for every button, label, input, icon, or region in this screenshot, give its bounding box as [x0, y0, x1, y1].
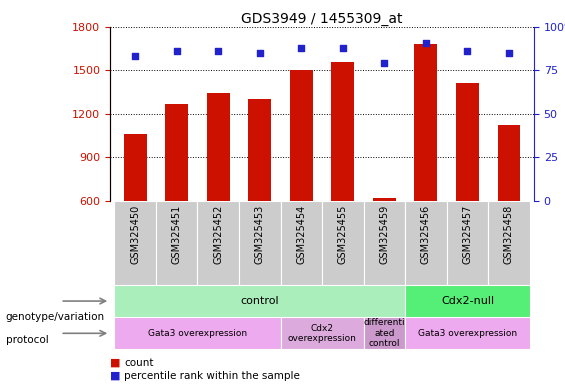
- Bar: [114, 317, 280, 349]
- Bar: [364, 200, 405, 285]
- Point: [463, 48, 472, 54]
- Bar: [488, 200, 530, 285]
- Bar: [114, 285, 405, 317]
- Text: protocol: protocol: [6, 335, 49, 345]
- Bar: [165, 104, 188, 200]
- Text: GSM325452: GSM325452: [213, 205, 223, 264]
- Text: Gata3 overexpression: Gata3 overexpression: [418, 329, 517, 338]
- Text: GSM325450: GSM325450: [130, 205, 140, 264]
- Text: GSM325454: GSM325454: [296, 205, 306, 264]
- Point: [255, 50, 264, 56]
- Text: GSM325458: GSM325458: [504, 205, 514, 264]
- Text: GSM325457: GSM325457: [463, 205, 472, 264]
- Bar: [332, 62, 354, 200]
- Point: [338, 45, 347, 51]
- Bar: [156, 200, 197, 285]
- Text: GSM325456: GSM325456: [421, 205, 431, 264]
- Text: Gata3 overexpression: Gata3 overexpression: [148, 329, 247, 338]
- Bar: [114, 200, 156, 285]
- Text: GSM325451: GSM325451: [172, 205, 181, 264]
- Text: control: control: [241, 296, 279, 306]
- Point: [131, 53, 140, 60]
- Bar: [364, 317, 405, 349]
- Point: [214, 48, 223, 54]
- Point: [505, 50, 514, 56]
- Bar: [207, 93, 229, 200]
- Bar: [197, 200, 239, 285]
- Point: [172, 48, 181, 54]
- Bar: [124, 134, 146, 200]
- Bar: [239, 200, 280, 285]
- Bar: [498, 125, 520, 200]
- Text: differenti
ated
control: differenti ated control: [363, 318, 405, 348]
- Text: GSM325453: GSM325453: [255, 205, 265, 264]
- Text: Cdx2
overexpression: Cdx2 overexpression: [288, 324, 357, 343]
- Bar: [447, 200, 488, 285]
- Bar: [290, 70, 312, 200]
- Bar: [405, 285, 530, 317]
- Text: GSM325455: GSM325455: [338, 205, 348, 264]
- Bar: [248, 99, 271, 200]
- Text: percentile rank within the sample: percentile rank within the sample: [124, 371, 300, 381]
- Bar: [456, 83, 479, 200]
- Text: genotype/variation: genotype/variation: [6, 312, 105, 322]
- Point: [421, 40, 431, 46]
- Point: [380, 60, 389, 66]
- Bar: [280, 200, 322, 285]
- Text: ■: ■: [110, 358, 121, 368]
- Bar: [415, 44, 437, 200]
- Bar: [373, 198, 396, 200]
- Bar: [405, 200, 447, 285]
- Text: ■: ■: [110, 371, 121, 381]
- Title: GDS3949 / 1455309_at: GDS3949 / 1455309_at: [241, 12, 403, 26]
- Text: count: count: [124, 358, 154, 368]
- Bar: [280, 317, 364, 349]
- Text: Cdx2-null: Cdx2-null: [441, 296, 494, 306]
- Bar: [322, 200, 364, 285]
- Text: GSM325459: GSM325459: [379, 205, 389, 264]
- Point: [297, 45, 306, 51]
- Bar: [405, 317, 530, 349]
